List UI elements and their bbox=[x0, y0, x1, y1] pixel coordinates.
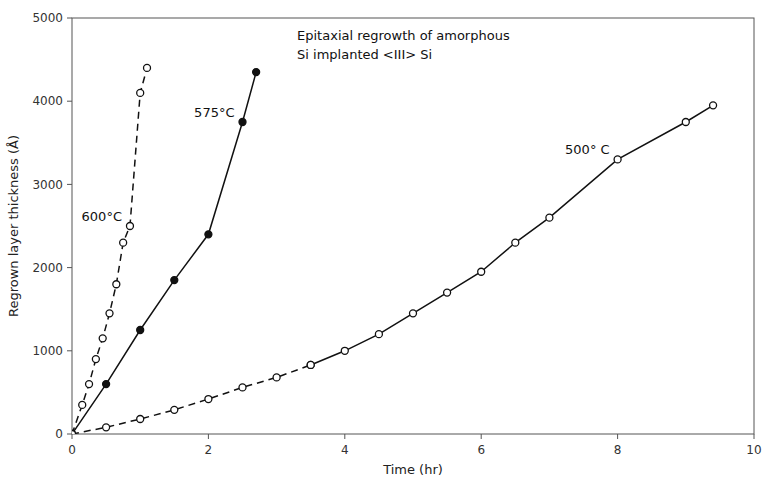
point bbox=[79, 401, 86, 408]
point bbox=[72, 431, 76, 435]
y-tick bbox=[67, 434, 72, 435]
y-tick bbox=[67, 350, 72, 351]
x-tick-label: 4 bbox=[341, 443, 349, 457]
annotation: Si implanted <III> Si bbox=[297, 47, 432, 62]
x-tick-label: 8 bbox=[614, 443, 622, 457]
point bbox=[512, 239, 519, 246]
point bbox=[137, 327, 144, 334]
x-tick bbox=[754, 434, 755, 439]
point bbox=[444, 289, 451, 296]
point bbox=[86, 381, 93, 388]
point bbox=[239, 119, 246, 126]
point bbox=[113, 281, 120, 288]
x-tick bbox=[72, 434, 73, 439]
series bbox=[72, 69, 260, 434]
y-tick-label: 5000 bbox=[32, 11, 63, 25]
y-tick bbox=[67, 101, 72, 102]
point bbox=[103, 381, 110, 388]
point bbox=[126, 223, 133, 230]
point bbox=[273, 374, 280, 381]
point bbox=[72, 431, 76, 435]
y-tick bbox=[67, 18, 72, 19]
series-label: 575°C bbox=[194, 105, 234, 120]
series bbox=[72, 361, 314, 434]
labels: 600°C 575°C 500° C Epitaxial regrowth of am… bbox=[82, 28, 610, 224]
point bbox=[341, 347, 348, 354]
point bbox=[546, 214, 553, 221]
x-tick bbox=[208, 434, 209, 439]
series-label: 600°C bbox=[82, 209, 122, 224]
series bbox=[72, 64, 151, 434]
point bbox=[106, 310, 113, 317]
point bbox=[103, 424, 110, 431]
point bbox=[171, 406, 178, 413]
point bbox=[410, 310, 417, 317]
point bbox=[92, 356, 99, 363]
plot-frame bbox=[72, 18, 754, 434]
y-tick-label: 1000 bbox=[32, 344, 63, 358]
point bbox=[682, 119, 689, 126]
y-axis-label: Regrown layer thickness (Å) bbox=[6, 135, 21, 317]
point bbox=[144, 64, 151, 71]
point bbox=[137, 416, 144, 423]
x-tick-label: 6 bbox=[477, 443, 485, 457]
x-tick bbox=[481, 434, 482, 439]
series bbox=[307, 102, 716, 369]
series-line bbox=[72, 72, 256, 434]
y-tick bbox=[67, 184, 72, 185]
point bbox=[72, 431, 76, 435]
point bbox=[253, 69, 260, 76]
point bbox=[171, 277, 178, 284]
y-tick-label: 2000 bbox=[32, 261, 63, 275]
chart: 0 2 4 6 8 10 0 1000 2000 3000 4000 5000 Time (hr) Reg… bbox=[0, 0, 776, 486]
axes: 0 2 4 6 8 10 0 1000 2000 3000 4000 5000 bbox=[32, 11, 761, 457]
x-axis-label: Time (hr) bbox=[382, 462, 443, 477]
series-line bbox=[311, 105, 713, 365]
y-tick-label: 3000 bbox=[32, 178, 63, 192]
x-tick bbox=[617, 434, 618, 439]
x-tick-label: 0 bbox=[68, 443, 76, 457]
point bbox=[375, 331, 382, 338]
point bbox=[478, 268, 485, 275]
y-tick bbox=[67, 267, 72, 268]
point bbox=[710, 102, 717, 109]
point bbox=[307, 361, 314, 368]
point bbox=[307, 361, 314, 368]
y-tick-label: 0 bbox=[55, 427, 63, 441]
y-tick-label: 4000 bbox=[32, 94, 63, 108]
point bbox=[614, 156, 621, 163]
x-tick-label: 2 bbox=[205, 443, 213, 457]
series-line bbox=[72, 365, 311, 434]
annotation: Epitaxial regrowth of amorphous bbox=[297, 28, 510, 43]
series-label: 500° C bbox=[565, 142, 610, 157]
point bbox=[99, 335, 106, 342]
x-tick bbox=[344, 434, 345, 439]
x-tick-label: 10 bbox=[746, 443, 761, 457]
plot-area bbox=[72, 64, 717, 434]
point bbox=[137, 89, 144, 96]
point bbox=[205, 231, 212, 238]
point bbox=[120, 239, 127, 246]
point bbox=[239, 384, 246, 391]
point bbox=[205, 396, 212, 403]
